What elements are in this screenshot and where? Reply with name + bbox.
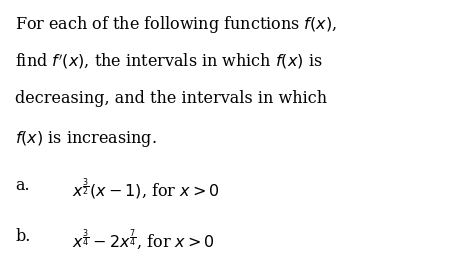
- Text: $x^{\frac{3}{4}} - 2x^{\frac{7}{4}}$, for $x > 0$: $x^{\frac{3}{4}} - 2x^{\frac{7}{4}}$, fo…: [72, 228, 215, 253]
- Text: For each of the following functions $f(x)$,: For each of the following functions $f(x…: [16, 14, 337, 35]
- Text: find $f'(x)$, the intervals in which $f(x)$ is: find $f'(x)$, the intervals in which $f(…: [16, 52, 323, 71]
- Text: decreasing, and the intervals in which: decreasing, and the intervals in which: [16, 91, 328, 108]
- Text: $x^{\frac{3}{2}}(x - 1)$, for $x > 0$: $x^{\frac{3}{2}}(x - 1)$, for $x > 0$: [72, 177, 220, 202]
- Text: $f(x)$ is increasing.: $f(x)$ is increasing.: [16, 129, 157, 149]
- Text: a.: a.: [16, 177, 30, 194]
- Text: b.: b.: [16, 228, 31, 245]
